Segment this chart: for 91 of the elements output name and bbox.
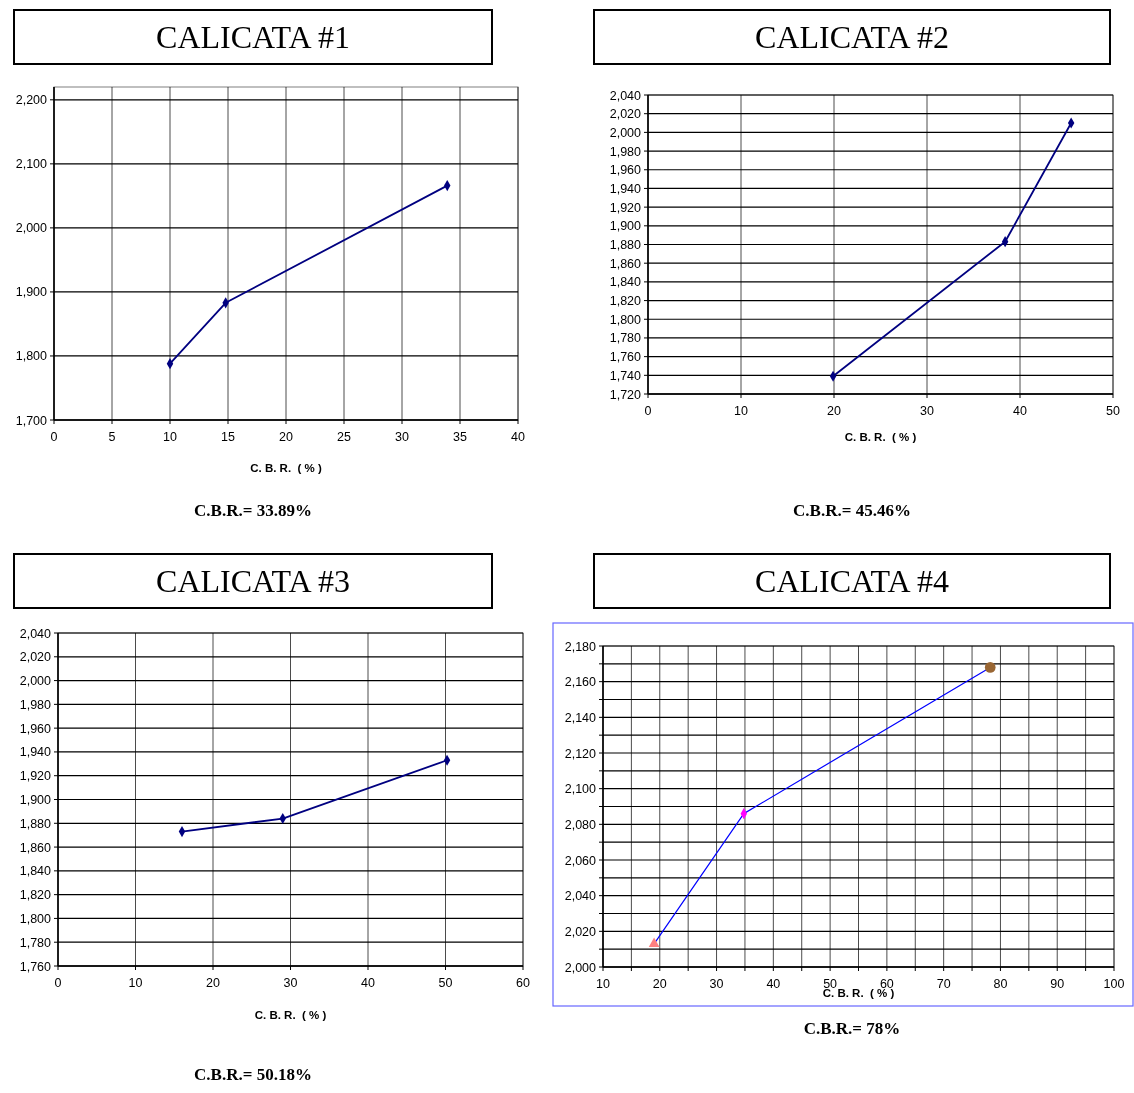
text: C.B.R.= 50.18% xyxy=(194,1065,312,1084)
chart-title: CALICATA #3 xyxy=(156,563,350,599)
x-axis-title: C. B. R. ( % ) xyxy=(250,462,322,474)
x-tick-label: 50 xyxy=(438,976,453,990)
y-tick-label: 1,980 xyxy=(609,144,642,159)
x-tick-label: 60 xyxy=(516,976,530,990)
y-tick-label: 1,820 xyxy=(19,888,52,903)
chart-title: CALICATA #2 xyxy=(755,19,949,55)
y-tick-label: 2,020 xyxy=(564,924,597,939)
y-tick-label: 2,000 xyxy=(609,125,642,140)
x-tick-label: 100 xyxy=(1103,977,1125,991)
x-tick-label: 40 xyxy=(1013,404,1027,418)
y-tick-label: 1,800 xyxy=(15,349,48,364)
x-tick-label: 30 xyxy=(283,976,298,990)
y-tick-label: 1,920 xyxy=(609,200,642,215)
chart-title: CALICATA #4 xyxy=(755,563,949,599)
y-tick-label: 2,120 xyxy=(564,746,597,761)
point xyxy=(648,937,660,947)
y-tick-label: 1,920 xyxy=(19,769,52,784)
x-tick-label: 90 xyxy=(1050,977,1065,991)
x-tick-label: 30 xyxy=(395,430,409,444)
x-tick-label: 20 xyxy=(279,430,293,444)
x-tick-label: 80 xyxy=(993,977,1008,991)
text: C.B.R.= 45.46% xyxy=(793,501,911,520)
y-tick-label: 1,860 xyxy=(609,256,642,271)
y-tick-label: 1,880 xyxy=(19,816,52,831)
y-tick-label: 1,800 xyxy=(19,911,52,926)
y-tick-label: 1,860 xyxy=(19,840,52,855)
x-tick-label: 40 xyxy=(361,976,375,990)
x-tick-label: 20 xyxy=(652,977,667,991)
y-tick-label: 2,040 xyxy=(564,889,597,904)
x-tick-label: 10 xyxy=(128,976,143,990)
chart-title: CALICATA #1 xyxy=(156,19,350,55)
x-tick-label: 10 xyxy=(596,977,610,991)
y-tick-label: 2,200 xyxy=(15,93,48,108)
y-tick-label: 2,100 xyxy=(564,782,597,797)
y-tick-label: 1,900 xyxy=(15,285,48,300)
y-tick-label: 2,020 xyxy=(19,650,52,665)
y-tick-label: 2,100 xyxy=(15,157,48,172)
x-tick-label: 0 xyxy=(644,404,652,418)
y-tick-label: 1,700 xyxy=(15,413,48,428)
y-tick-label: 1,880 xyxy=(609,238,642,252)
x-tick-label: 50 xyxy=(1106,404,1120,418)
y-tick-label: 1,940 xyxy=(609,181,642,196)
y-tick-label: 2,040 xyxy=(19,626,52,641)
x-tick-label: 30 xyxy=(709,977,724,991)
x-axis-title: C. B. R. ( % ) xyxy=(844,431,917,443)
y-tick-label: 1,960 xyxy=(609,163,642,178)
x-tick-label: 15 xyxy=(221,430,235,444)
y-tick-label: 1,940 xyxy=(19,745,52,760)
y-tick-label: 2,060 xyxy=(564,853,597,868)
text: C.B.R.= 33.89% xyxy=(194,501,312,520)
y-tick-label: 1,760 xyxy=(609,350,642,365)
y-tick-label: 1,900 xyxy=(609,219,642,234)
y-tick-label: 2,000 xyxy=(564,960,597,975)
x-tick-label: 0 xyxy=(54,976,62,990)
y-tick-label: 1,840 xyxy=(19,864,52,879)
x-tick-label: 20 xyxy=(827,404,841,418)
y-tick-label: 2,140 xyxy=(564,710,597,725)
y-tick-label: 1,720 xyxy=(609,387,642,402)
y-tick-label: 1,780 xyxy=(609,331,642,346)
x-tick-label: 40 xyxy=(766,977,781,991)
y-tick-label: 1,820 xyxy=(609,294,642,309)
y-tick-label: 1,960 xyxy=(19,721,52,736)
y-tick-label: 2,160 xyxy=(564,675,597,690)
y-tick-label: 1,980 xyxy=(19,697,52,712)
y-tick-label: 1,900 xyxy=(19,793,52,807)
y-tick-label: 2,040 xyxy=(609,88,642,103)
y-tick-label: 1,740 xyxy=(609,368,642,383)
x-tick-label: 5 xyxy=(108,430,116,444)
x-tick-label: 25 xyxy=(337,430,351,444)
y-tick-label: 1,840 xyxy=(609,275,642,290)
x-axis-title: C. B. R. ( % ) xyxy=(254,1009,327,1021)
x-tick-label: 40 xyxy=(511,430,525,444)
point xyxy=(984,662,996,673)
x-tick-label: 10 xyxy=(163,430,177,444)
y-tick-label: 1,780 xyxy=(19,935,52,950)
y-tick-label: 2,020 xyxy=(609,107,642,122)
x-tick-label: 0 xyxy=(50,430,58,444)
y-tick-label: 2,080 xyxy=(564,817,597,832)
y-tick-label: 2,000 xyxy=(19,674,52,689)
text: C.B.R.= 78% xyxy=(803,1019,901,1038)
x-tick-label: 70 xyxy=(936,977,951,991)
y-tick-label: 1,800 xyxy=(609,312,642,327)
y-tick-label: 2,180 xyxy=(564,639,597,654)
x-tick-label: 10 xyxy=(734,404,748,418)
x-tick-label: 35 xyxy=(453,430,467,444)
x-tick-label: 20 xyxy=(206,976,220,990)
y-tick-label: 1,760 xyxy=(19,959,52,974)
x-tick-label: 30 xyxy=(920,404,934,418)
y-tick-label: 2,000 xyxy=(15,221,48,236)
